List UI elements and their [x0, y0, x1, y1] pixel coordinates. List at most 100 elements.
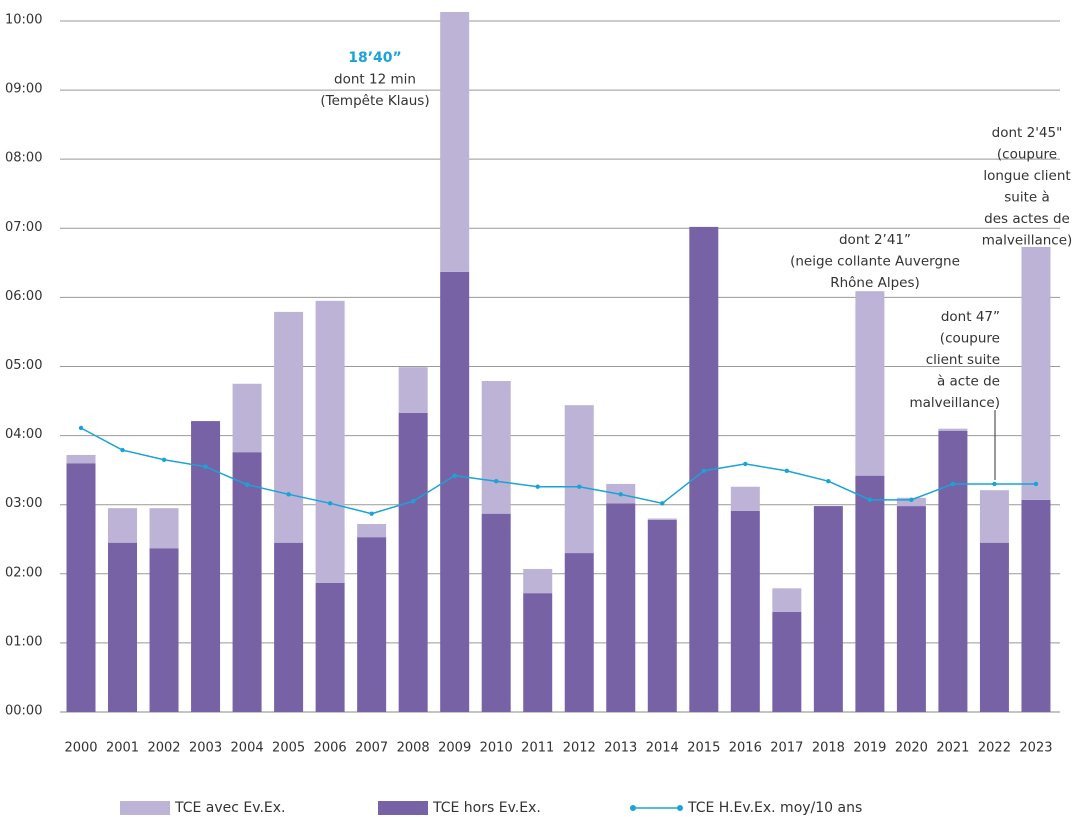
bar-segment	[523, 568, 553, 594]
bar-segment	[606, 503, 636, 712]
bar-segment	[979, 490, 1009, 543]
bar-segment	[979, 542, 1009, 712]
y-tick-label: 02:00	[5, 565, 42, 580]
x-tick-label: 2017	[770, 741, 803, 756]
x-tick-label: 2015	[687, 741, 720, 756]
foreground: 2000 2001 2002 2003 2004 2005 2006 2007 2008 2009…	[64, 50, 1072, 816]
bar-segment	[730, 486, 760, 511]
bar-segment	[274, 311, 304, 543]
bar-segment	[440, 271, 470, 712]
bar-segment	[564, 405, 594, 554]
annotation: Rhône Alpes)	[830, 275, 920, 291]
bar-segment	[191, 421, 221, 712]
line-point	[701, 468, 706, 474]
annotation: malveillance)	[909, 395, 1000, 411]
x-tick-label: 2010	[480, 741, 513, 756]
bar-segment	[232, 383, 262, 453]
line-series	[80, 427, 1036, 515]
line-point	[535, 484, 540, 489]
line-point	[743, 461, 748, 467]
x-tick-label: 2013	[604, 741, 637, 756]
x-tick-label: 2021	[936, 741, 969, 756]
annotation: dont 2’41”	[839, 232, 911, 248]
bar-segment	[938, 428, 968, 431]
x-tick-label: 2022	[978, 741, 1011, 756]
x-tick-label: 2016	[729, 741, 762, 756]
line-point	[826, 479, 831, 484]
y-tick-label: 08:00	[5, 151, 42, 166]
bar-segment	[398, 412, 428, 712]
bar-segment	[481, 513, 511, 712]
legend-dot	[677, 805, 683, 811]
legend-label: TCE avec Ev.Ex.	[174, 800, 286, 816]
x-tick-label: 2012	[563, 741, 596, 756]
y-tick-label: 01:00	[5, 634, 42, 649]
annotation: (coupure	[997, 147, 1057, 163]
bar-segment	[1021, 246, 1051, 500]
x-tick-label: 2008	[397, 741, 430, 756]
line-point	[369, 511, 374, 516]
line-point	[909, 497, 914, 503]
bar-segment	[149, 508, 179, 549]
bar-segment	[772, 588, 802, 612]
legend-swatch	[120, 801, 170, 815]
annotation: dont 47”	[941, 309, 1000, 325]
annotation: suite à	[1004, 190, 1050, 206]
bar-segment	[647, 519, 677, 712]
bar-segment	[315, 300, 345, 583]
x-tick-label: 2006	[314, 741, 347, 756]
bar-segment	[315, 582, 345, 712]
y-tick-label: 09:00	[5, 82, 42, 97]
bar-segment	[938, 430, 968, 712]
x-tick-label: 2020	[895, 741, 928, 756]
annotation: dont 2'45"	[992, 125, 1063, 141]
legend-dot	[630, 805, 636, 811]
line-point	[410, 499, 416, 504]
y-tick-label: 03:00	[5, 496, 42, 511]
bar-segment	[564, 553, 594, 712]
bar-segment	[108, 542, 138, 712]
line-point	[286, 492, 291, 497]
line-point	[78, 425, 84, 431]
annotation: à acte de	[937, 374, 1000, 390]
legend-label: TCE H.Ev.Ex. moy/10 ans	[687, 800, 862, 816]
bars	[66, 12, 1051, 712]
line-point	[618, 492, 623, 497]
legend-label: TCE hors Ev.Ex.	[432, 800, 541, 816]
line-point	[577, 484, 582, 489]
bar-segment	[108, 508, 138, 543]
line-point	[660, 501, 665, 506]
y-tick-label: 00:00	[5, 704, 42, 719]
bar-segment	[149, 548, 179, 712]
line-point	[867, 497, 873, 503]
annotation: (neige collante Auvergne	[790, 254, 960, 270]
line-point	[120, 447, 125, 453]
x-tick-label: 2023	[1019, 741, 1052, 756]
line-point	[327, 501, 333, 506]
bar-segment	[440, 12, 470, 272]
bar-segment	[66, 454, 96, 464]
x-tick-label: 2019	[853, 741, 886, 756]
bar-segment	[66, 463, 96, 712]
x-tick-label: 2000	[64, 741, 97, 756]
annotation: 18’40”	[348, 50, 401, 66]
annotation: dont 12 min	[334, 72, 416, 88]
y-tick-label: 05:00	[5, 358, 42, 373]
line-point	[161, 457, 167, 462]
bar-segment	[274, 542, 304, 712]
bar-segment	[896, 506, 926, 712]
line-point	[992, 481, 997, 487]
y-tick-label: 10:00	[5, 12, 42, 27]
line-point	[203, 464, 208, 469]
x-tick-label: 2001	[106, 741, 139, 756]
bar-segment	[647, 518, 677, 520]
grid: 00:00 01:00 02:00 03:00 04:00 05:00 06:00 07:00…	[5, 12, 1060, 719]
x-tick-label: 2011	[521, 741, 554, 756]
line-point	[950, 481, 956, 487]
annotation: longue client	[983, 168, 1070, 184]
x-tick-label: 2003	[189, 741, 222, 756]
bar-segment	[730, 510, 760, 712]
annotation: des actes de	[984, 211, 1070, 227]
bar-segment	[855, 475, 885, 712]
